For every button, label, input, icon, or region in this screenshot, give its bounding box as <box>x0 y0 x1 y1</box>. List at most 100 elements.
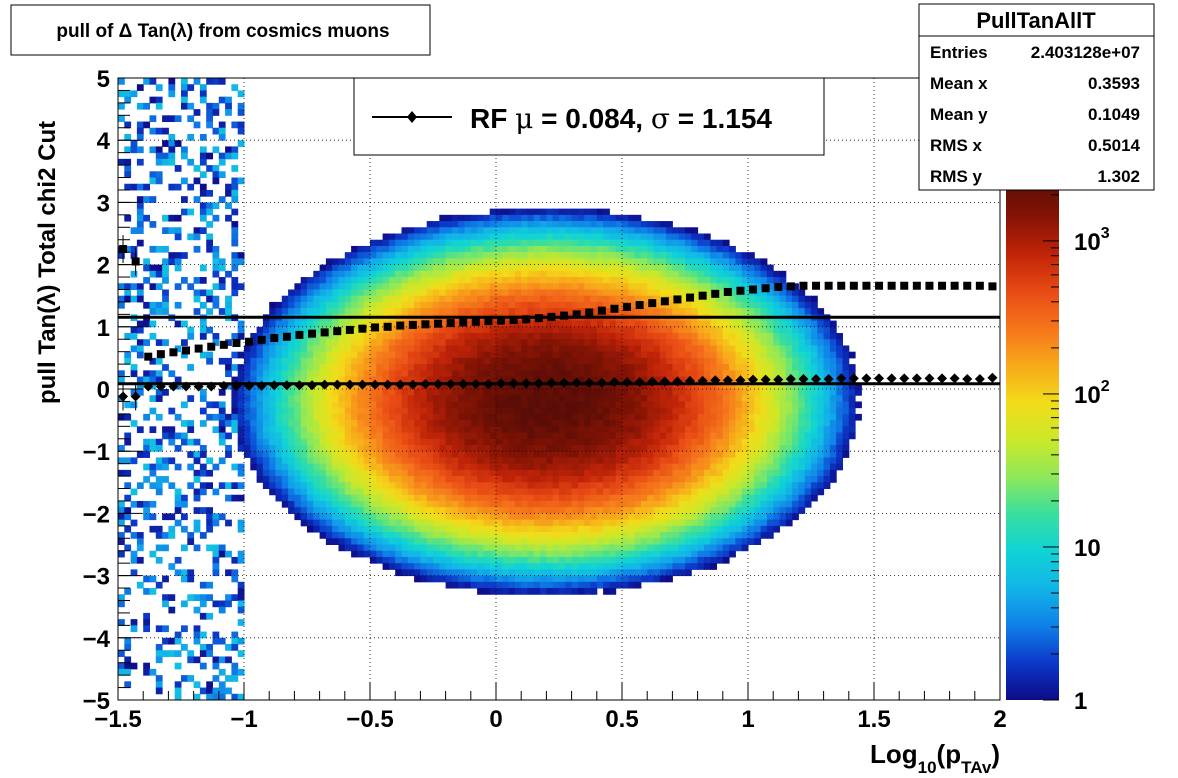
heatmap-cell <box>609 364 617 371</box>
heatmap-cell <box>634 357 642 365</box>
heatmap-cell <box>332 351 339 359</box>
heatmap-cell <box>590 469 598 477</box>
heatmap-cell <box>603 532 610 539</box>
heatmap-cell <box>357 376 365 384</box>
heatmap-cell <box>496 401 503 409</box>
heatmap-cell <box>199 133 207 141</box>
heatmap-cell <box>319 270 327 278</box>
heatmap-cell <box>647 339 654 346</box>
heatmap-cell <box>502 544 510 552</box>
heatmap-cell <box>521 476 528 483</box>
heatmap-cell <box>559 289 566 297</box>
heatmap-cell <box>218 133 226 141</box>
heatmap-cell <box>590 370 598 378</box>
heatmap-cell <box>426 432 434 440</box>
heatmap-cell <box>124 513 132 521</box>
heatmap-cell <box>571 476 579 483</box>
heatmap-cell <box>206 507 213 514</box>
heatmap-cell <box>703 301 711 309</box>
heatmap-cell <box>445 370 453 378</box>
heatmap-cell <box>609 382 617 390</box>
heatmap-cell <box>149 301 157 309</box>
heatmap-cell <box>225 569 232 577</box>
heatmap-cell <box>288 500 295 508</box>
heatmap-cell <box>451 382 459 390</box>
heatmap-cell <box>659 556 667 564</box>
heatmap-cell <box>294 357 302 365</box>
heatmap-cell <box>521 326 528 334</box>
heatmap-cell <box>634 239 642 247</box>
heatmap-cell <box>640 538 648 545</box>
heatmap-cell <box>628 389 636 396</box>
heatmap-cell <box>729 432 736 440</box>
heatmap-cell <box>659 270 667 278</box>
heatmap-cell <box>155 245 163 253</box>
heatmap-cell <box>395 277 402 284</box>
heatmap-cell <box>596 556 604 564</box>
heatmap-cell <box>338 389 346 396</box>
heatmap-cell <box>577 233 585 241</box>
heatmap-cell <box>722 426 730 434</box>
heatmap-cell <box>571 407 579 415</box>
heatmap-cell <box>388 432 396 440</box>
heatmap-cell <box>735 407 743 415</box>
heatmap-cell <box>489 277 497 284</box>
heatmap-cell <box>514 519 522 527</box>
heatmap-cell <box>659 432 667 440</box>
heatmap-cell <box>710 301 717 309</box>
heatmap-cell <box>628 538 636 545</box>
heatmap-cell <box>319 370 327 378</box>
heatmap-cell <box>332 444 339 452</box>
heatmap-cell <box>697 345 705 353</box>
heatmap-cell <box>672 426 680 434</box>
heatmap-cell <box>502 333 510 340</box>
heatmap-cell <box>533 401 541 409</box>
heatmap-cell <box>710 357 717 365</box>
heatmap-cell <box>622 233 629 241</box>
heatmap-cell <box>577 264 585 272</box>
heatmap-cell <box>357 426 365 434</box>
heatmap-cell <box>464 544 472 552</box>
heatmap-cell <box>464 563 472 570</box>
heatmap-cell <box>489 500 497 508</box>
heatmap-cell <box>502 233 510 241</box>
heatmap-cell <box>552 432 560 440</box>
heatmap-cell <box>464 221 472 228</box>
heatmap-cell <box>716 544 724 552</box>
heatmap-cell <box>187 283 195 290</box>
heatmap-cell <box>502 482 510 490</box>
heatmap-cell <box>225 432 232 440</box>
heatmap-cell <box>357 482 365 490</box>
heatmap-cell <box>407 438 415 446</box>
heatmap-cell <box>659 382 667 390</box>
heatmap-cell <box>426 239 434 247</box>
heatmap-cell <box>351 457 358 465</box>
heatmap-cell <box>577 277 585 284</box>
heatmap-cell <box>628 283 636 290</box>
heatmap-cell <box>508 563 516 570</box>
heatmap-cell <box>716 519 724 527</box>
heatmap-cell <box>118 538 125 545</box>
heatmap-cell <box>187 656 195 664</box>
heatmap-cell <box>338 289 346 297</box>
heatmap-cell <box>445 575 453 583</box>
heatmap-cell <box>640 382 648 390</box>
heatmap-cell <box>130 295 138 303</box>
heatmap-cell <box>489 326 497 334</box>
heatmap-cell <box>388 532 396 539</box>
heatmap-cell <box>508 364 516 371</box>
heatmap-cell <box>546 339 554 346</box>
heatmap-cell <box>307 277 314 284</box>
heatmap-cell <box>401 270 409 278</box>
heatmap-cell <box>722 532 730 539</box>
heatmap-cell <box>678 357 686 365</box>
heatmap-cell <box>256 413 264 421</box>
heatmap-cell <box>640 438 648 446</box>
heatmap-cell <box>527 295 535 303</box>
heatmap-cell <box>319 488 327 496</box>
heatmap-cell <box>420 333 428 340</box>
heatmap-cell <box>527 581 535 589</box>
heatmap-cell <box>577 420 585 427</box>
heatmap-cell <box>521 438 528 446</box>
heatmap-cell <box>729 370 736 378</box>
